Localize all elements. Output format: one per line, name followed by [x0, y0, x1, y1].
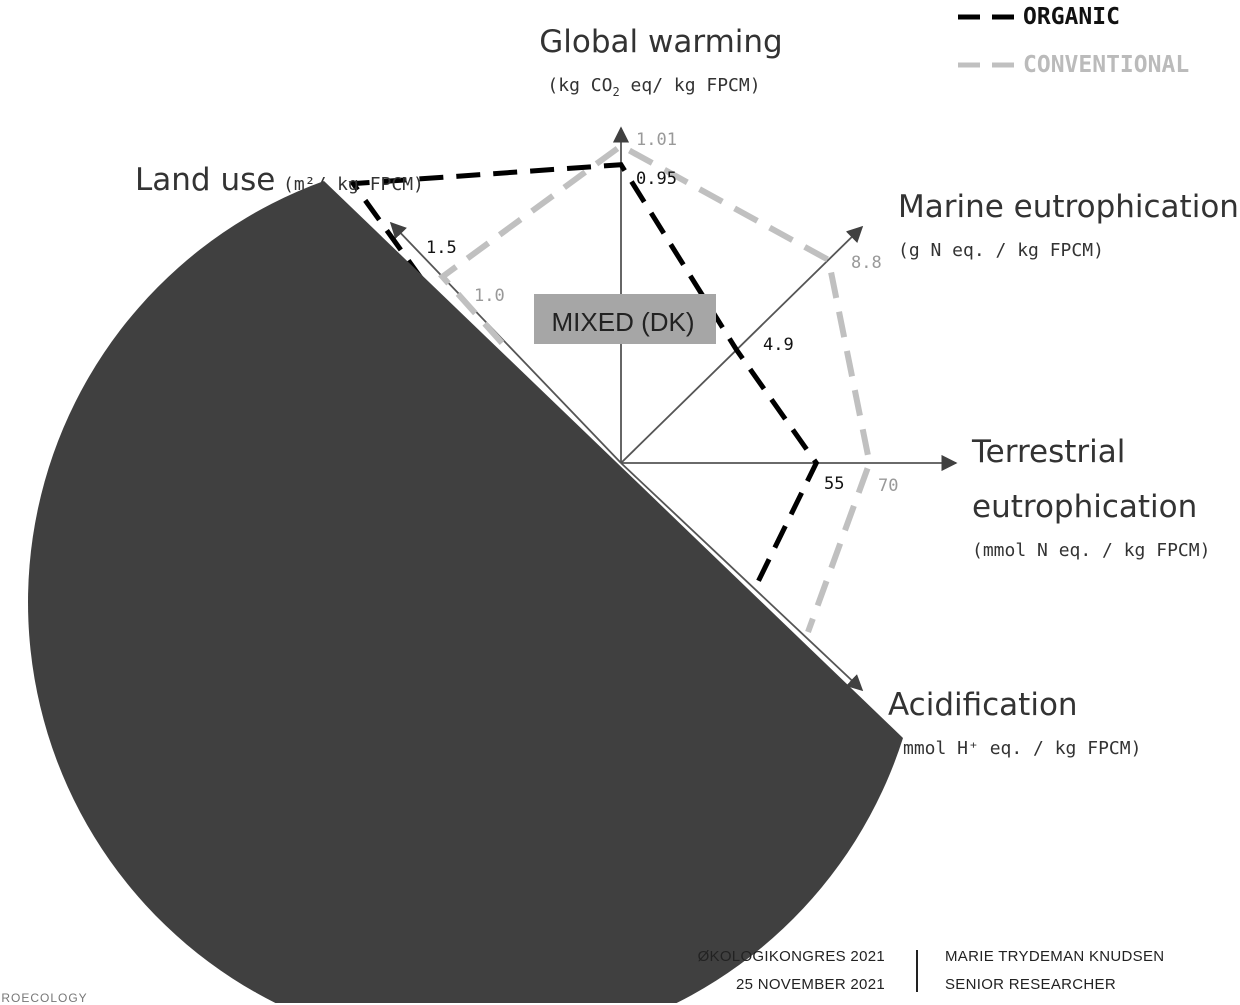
data-labels: 1.01 0.95 8.8 4.9 55 70 1.5 1.0 — [426, 130, 898, 496]
legend-organic-label: ORGANIC — [1023, 4, 1120, 30]
legend-conventional-label: CONVENTIONAL — [1023, 52, 1189, 78]
data-label-lu-conventional: 1.0 — [474, 286, 505, 306]
footer-date: 25 NOVEMBER 2021 — [735, 976, 885, 993]
axis-unit-global-warming: (kg CO2 eq/ kg FPCM) — [547, 75, 760, 99]
data-label-lu-organic: 1.5 — [426, 238, 457, 258]
footer-corner-label: AGROECOLOGY — [0, 991, 88, 1005]
data-label-gw-organic: 0.95 — [636, 169, 677, 189]
axis-title-acidification: Acidification — [888, 687, 1078, 723]
data-label-me-conventional: 8.8 — [851, 253, 882, 273]
category-box — [534, 294, 716, 344]
footer-event: ØKOLOGIKONGRES 2021 — [697, 948, 885, 965]
footer-divider — [916, 950, 918, 992]
category-box-label: MIXED (DK) — [552, 307, 695, 337]
axis-title-terrestrial-eutrophication-line2: eutrophication — [972, 489, 1197, 525]
data-label-te-organic: 55 — [824, 474, 844, 494]
axis-land-use — [389, 221, 622, 464]
data-label-te-conventional: 70 — [878, 476, 898, 496]
series-organic-line — [348, 162, 820, 592]
axis-marine-eutrophication — [620, 225, 864, 464]
axis-unit-terrestrial-eutrophication: (mmol N eq. / kg FPCM) — [972, 540, 1210, 561]
axis-acidification — [620, 462, 864, 692]
axis-unit-acidification: mmol H⁺ eq. / kg FPCM) — [903, 738, 1141, 759]
legend: ORGANIC CONVENTIONAL — [958, 4, 1189, 78]
footer-role: SENIOR RESEARCHER — [945, 976, 1116, 993]
axes — [389, 126, 958, 692]
axis-title-global-warming: Global warming — [539, 24, 782, 60]
series-conventional-line — [438, 142, 873, 634]
axis-title-land-use: Land use — [135, 162, 275, 198]
data-label-me-organic: 4.9 — [763, 335, 794, 355]
axis-title-terrestrial-eutrophication-line1: Terrestrial — [971, 434, 1125, 470]
footer-author: MARIE TRYDEMAN KNUDSEN — [945, 948, 1165, 965]
axis-title-marine-eutrophication: Marine eutrophication — [898, 189, 1239, 225]
axis-unit-marine-eutrophication: (g N eq. / kg FPCM) — [898, 240, 1104, 261]
dark-overlay-shape — [28, 181, 903, 1003]
data-label-gw-conventional: 1.01 — [636, 130, 677, 150]
